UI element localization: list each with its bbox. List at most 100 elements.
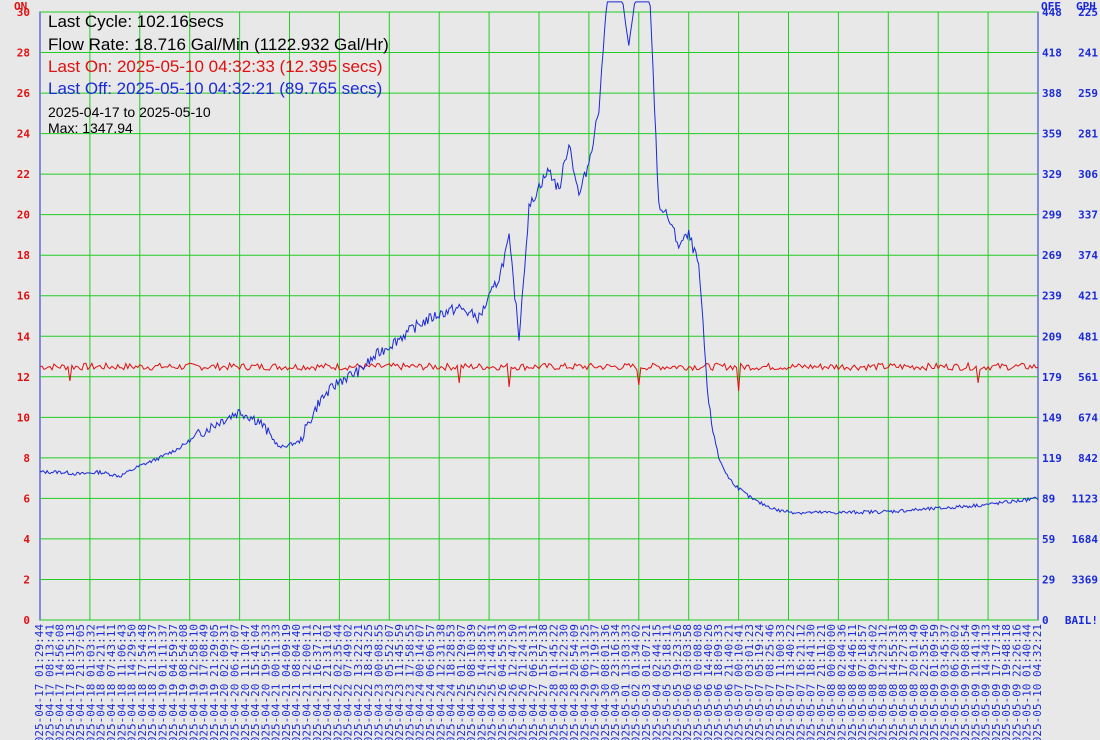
x-tick-label: 2025-05-07 18:41:30 bbox=[805, 624, 818, 740]
x-tick-label: 2025-04-22 02:35:44 bbox=[331, 624, 344, 740]
y-tick-label: 24 bbox=[17, 128, 31, 141]
x-tick-label: 2025-05-08 14:55:31 bbox=[887, 624, 900, 740]
y-tick-label: 4 bbox=[23, 533, 30, 546]
x-tick-label: 2025-04-22 07:49:02 bbox=[342, 624, 355, 740]
x-tick-label: 2025-05-06 21:40:21 bbox=[722, 624, 735, 740]
x-tick-label: 2025-05-08 04:46:11 bbox=[846, 624, 859, 740]
y-tick-label: 329 bbox=[1042, 168, 1062, 181]
y-tick-label: 337 bbox=[1078, 209, 1098, 222]
y-tick-label: 29 bbox=[1042, 573, 1055, 586]
x-tick-label: 2025-04-18 04:21:11 bbox=[95, 624, 108, 740]
right-axis-gph-label: GPH bbox=[1076, 0, 1096, 13]
y-tick-label: 1684 bbox=[1072, 533, 1099, 546]
y-tick-label: 281 bbox=[1078, 128, 1098, 141]
left-axis-label: ON bbox=[14, 0, 27, 13]
y-tick-label: 306 bbox=[1078, 168, 1098, 181]
y-tick-label: 16 bbox=[17, 290, 31, 303]
x-tick-label: 2025-05-07 16:21:12 bbox=[794, 624, 807, 740]
y-tick-label: 18 bbox=[17, 249, 30, 262]
x-tick-label: 2025-05-09 11:41:49 bbox=[969, 624, 982, 740]
y-tick-label: 374 bbox=[1078, 249, 1098, 262]
x-tick-label: 2025-04-21 00:11:33 bbox=[270, 624, 283, 740]
x-tick-label: 2025-05-05 19:23:36 bbox=[671, 624, 684, 740]
y-tick-label: 59 bbox=[1042, 533, 1055, 546]
x-tick-label: 2025-04-20 15:41:04 bbox=[249, 624, 262, 740]
x-tick-label: 2025-04-22 18:43:25 bbox=[362, 624, 375, 740]
x-tick-label: 2025-04-23 17:58:55 bbox=[403, 624, 416, 740]
x-tick-label: 2025-05-09 01:09:59 bbox=[928, 624, 941, 740]
x-tick-label: 2025-05-07 00:10:41 bbox=[733, 624, 746, 740]
y-tick-label: 14 bbox=[17, 330, 31, 343]
x-tick-label: 2025-05-01 13:03:33 bbox=[619, 624, 632, 740]
series-off-line bbox=[39, 1, 1039, 515]
y-tick-label: 481 bbox=[1078, 330, 1098, 343]
y-tick-label: 10 bbox=[17, 411, 30, 424]
x-tick-label: 2025-05-04 02:44:15 bbox=[650, 624, 663, 740]
flow-rate-text: Flow Rate: 18.716 Gal/Min (1122.932 Gal/… bbox=[48, 35, 389, 54]
x-tick-label: 2025-05-10 01:40:44 bbox=[1021, 624, 1034, 740]
x-tick-label: 2025-04-18 21:31:37 bbox=[146, 624, 159, 740]
x-tick-label: 2025-04-27 06:31:31 bbox=[527, 624, 540, 740]
x-tick-label: 2025-04-27 15:57:38 bbox=[537, 624, 550, 740]
x-tick-label: 2025-05-08 07:18:57 bbox=[856, 624, 869, 740]
x-tick-label: 2025-04-21 08:04:40 bbox=[290, 624, 303, 740]
y-tick-label: 418 bbox=[1042, 47, 1062, 60]
x-tick-label: 2025-04-17 21:37:05 bbox=[74, 624, 87, 740]
y-tick-label: 6 bbox=[23, 492, 30, 505]
x-tick-label: 2025-04-25 01:29:07 bbox=[455, 624, 468, 740]
x-tick-label: 2025-04-18 01:03:32 bbox=[84, 624, 97, 740]
x-tick-label: 2025-04-24 18:28:53 bbox=[445, 624, 458, 740]
x-tick-label: 2025-05-10 04:32:21 bbox=[1031, 624, 1044, 740]
x-tick-label: 2025-04-17 08:13:41 bbox=[43, 624, 56, 740]
x-tick-label: 2025-04-26 21:24:31 bbox=[517, 624, 530, 740]
x-tick-label: 2025-05-09 06:20:02 bbox=[949, 624, 962, 740]
y-tick-label: 179 bbox=[1042, 371, 1062, 384]
y-tick-label: 2 bbox=[23, 573, 30, 586]
max-text: Max: 1347.94 bbox=[48, 120, 133, 136]
y-tick-label: 8 bbox=[23, 452, 30, 465]
x-tick-label: 2025-04-17 18:15:13 bbox=[64, 624, 77, 740]
x-tick-label: 2025-04-28 01:45:22 bbox=[547, 624, 560, 740]
x-tick-label: 2025-04-18 14:29:50 bbox=[126, 624, 139, 740]
x-tick-label: 2025-05-03 01:07:21 bbox=[640, 624, 653, 740]
x-tick-label: 2025-05-06 03:03:58 bbox=[681, 624, 694, 740]
x-tick-label: 2025-05-07 03:01:23 bbox=[743, 624, 756, 740]
x-tick-label: 2025-04-18 11:06:43 bbox=[115, 624, 128, 740]
x-tick-label: 2025-05-08 22:35:40 bbox=[918, 624, 931, 740]
x-tick-label: 2025-05-06 18:09:33 bbox=[712, 624, 725, 740]
y-tick-label: BAIL! bbox=[1065, 614, 1098, 627]
x-tick-label: 2025-04-28 11:22:30 bbox=[558, 624, 571, 740]
x-tick-label: 2025-04-29 06:31:25 bbox=[578, 624, 591, 740]
x-tick-label: 2025-05-08 09:54:02 bbox=[866, 624, 879, 740]
x-tick-label: 2025-04-19 04:59:37 bbox=[167, 624, 180, 740]
x-tick-label: 2025-05-05 05:18:11 bbox=[661, 624, 674, 740]
y-tick-label: 299 bbox=[1042, 209, 1062, 222]
x-tick-label: 2025-04-19 01:11:37 bbox=[156, 624, 169, 740]
x-tick-label: 2025-04-25 21:44:31 bbox=[486, 624, 499, 740]
x-tick-label: 2025-04-25 14:38:52 bbox=[475, 624, 488, 740]
x-tick-label: 2025-04-28 20:54:09 bbox=[568, 624, 581, 740]
x-tick-label: 2025-05-09 22:26:16 bbox=[1010, 624, 1023, 740]
x-tick-label: 2025-04-23 05:52:07 bbox=[383, 624, 396, 740]
x-tick-label: 2025-05-08 20:01:49 bbox=[908, 624, 921, 740]
y-tick-label: 1123 bbox=[1072, 492, 1099, 505]
y-tick-label: 0 bbox=[23, 614, 30, 627]
x-tick-label: 2025-05-08 00:00:00 bbox=[825, 624, 838, 740]
grid bbox=[40, 11, 1038, 621]
y-tick-label: 269 bbox=[1042, 249, 1062, 262]
y-tick-label: 259 bbox=[1078, 87, 1098, 100]
x-tick-label: 2025-05-07 21:11:21 bbox=[815, 624, 828, 740]
y-tick-label: 28 bbox=[17, 47, 30, 60]
right-axis-off-ticks: 0 29 59 89 119 149 179 209 239 269 299 329 359 388 418… bbox=[1042, 6, 1062, 627]
y-tick-label: 0 bbox=[1042, 614, 1049, 627]
x-tick-label: 2025-05-09 19:48:18 bbox=[1000, 624, 1013, 740]
y-tick-label: 359 bbox=[1042, 128, 1062, 141]
y-tick-label: 388 bbox=[1042, 87, 1062, 100]
x-tick-label: 2025-04-25 08:10:39 bbox=[465, 624, 478, 740]
x-tick-label: 2025-04-30 23:16:34 bbox=[609, 624, 622, 740]
x-tick-label: 2025-04-29 17:19:37 bbox=[589, 624, 602, 740]
y-tick-label: 421 bbox=[1078, 290, 1098, 303]
y-tick-label: 26 bbox=[17, 87, 31, 100]
